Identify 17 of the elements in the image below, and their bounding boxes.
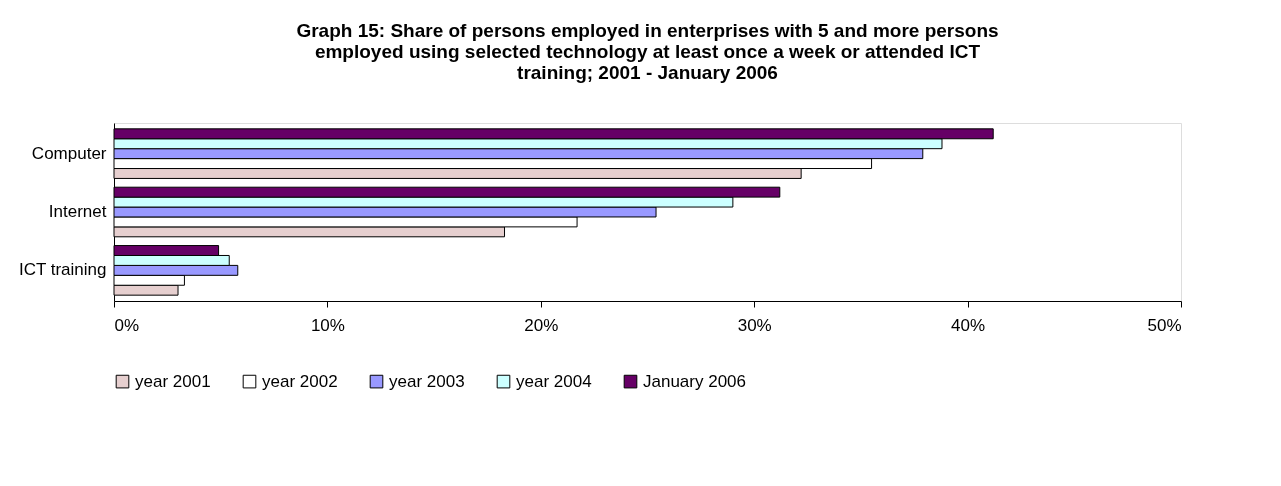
legend-label: year 2001	[135, 371, 211, 391]
legend-label: January 2006	[643, 371, 747, 391]
y-tick-label: ICT training	[18, 260, 107, 280]
text: employed using selected technology at least once a week or attended ICT	[314, 41, 981, 62]
x-tick-label: 10%	[310, 315, 345, 335]
legend-label: year 2002	[262, 371, 338, 391]
x-tick-label: 0%	[114, 315, 140, 335]
x-tick-label: 40%	[951, 315, 986, 335]
text: Graph 15: Share of persons employed in enterprises with 5 and more persons	[296, 20, 999, 41]
legend-label: year 2003	[389, 371, 465, 391]
legend-label: year 2004	[516, 371, 592, 391]
x-tick-label: 20%	[524, 315, 559, 335]
text: training; 2001 - January 2006	[517, 62, 778, 83]
y-tick-label: Internet	[48, 202, 107, 221]
y-tick-label: Computer	[31, 143, 107, 163]
x-tick-label: 30%	[737, 315, 772, 335]
x-tick-label: 50%	[1147, 315, 1182, 335]
